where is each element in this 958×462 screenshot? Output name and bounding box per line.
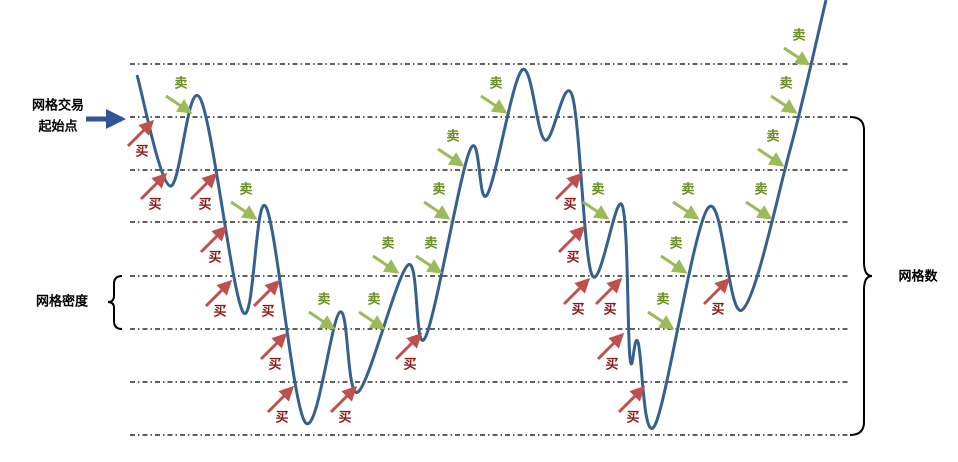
sell-arrow: [423, 200, 451, 220]
sell-label: 卖: [754, 182, 767, 198]
buy-arrow: [204, 279, 233, 308]
buy-label: 买: [711, 303, 724, 318]
sell-arrow: [372, 254, 400, 274]
sell-label: 卖: [489, 76, 502, 92]
sell-arrow: [308, 310, 336, 330]
density-brace: [107, 275, 123, 330]
buy-label: 买: [275, 411, 288, 426]
buy-label: 买: [213, 305, 226, 320]
buy-arrow: [266, 385, 295, 414]
buy-label: 买: [268, 358, 281, 373]
buy-arrow: [189, 172, 218, 201]
buy-label: 买: [261, 305, 274, 320]
sell-arrow: [415, 254, 443, 274]
buy-arrow: [259, 332, 288, 361]
buy-arrow: [126, 119, 155, 148]
sell-label: 卖: [381, 236, 394, 252]
count-label: 网格数: [898, 269, 938, 285]
sell-arrow: [165, 94, 193, 114]
sell-label: 卖: [792, 28, 805, 44]
sell-arrow: [230, 200, 258, 220]
start-label: 起始点: [37, 119, 77, 135]
sell-label: 卖: [766, 129, 779, 145]
buy-label: 买: [603, 303, 616, 318]
buy-label: 买: [626, 411, 639, 426]
buy-arrow: [139, 172, 168, 201]
density-label: 网格密度: [36, 294, 89, 310]
sell-arrow: [770, 94, 798, 114]
sell-label: 卖: [656, 292, 669, 308]
buy-label: 买: [566, 251, 579, 266]
buy-label: 买: [208, 251, 221, 266]
sell-label: 卖: [174, 76, 187, 92]
sell-label: 卖: [317, 292, 330, 308]
buy-label: 买: [403, 358, 416, 373]
buy-arrow: [702, 277, 731, 306]
buy-label: 买: [198, 198, 211, 213]
buy-arrow: [562, 277, 591, 306]
sell-label: 卖: [432, 182, 445, 198]
sell-arrow: [745, 200, 773, 220]
buy-arrow: [554, 172, 583, 201]
sell-arrow: [358, 310, 386, 330]
buy-arrow: [617, 385, 646, 414]
buy-label: 买: [338, 411, 351, 426]
start-label: 网格交易: [32, 98, 84, 114]
buy-arrow: [596, 332, 625, 361]
sell-arrow: [660, 254, 688, 274]
sell-arrow: [582, 200, 610, 220]
count-brace: [849, 116, 873, 436]
sell-arrow: [437, 147, 465, 167]
buy-label: 买: [571, 303, 584, 318]
buy-arrow: [199, 225, 228, 254]
sell-arrow: [480, 94, 508, 114]
buy-label: 买: [563, 198, 576, 213]
buy-label: 买: [148, 198, 161, 213]
sell-label: 卖: [669, 236, 682, 252]
buy-label: 买: [135, 145, 148, 160]
sell-arrow: [647, 310, 675, 330]
sell-label: 卖: [424, 236, 437, 252]
sell-label: 卖: [367, 292, 380, 308]
sell-label: 卖: [681, 182, 694, 198]
buy-arrow: [394, 332, 423, 361]
sell-arrow: [757, 147, 785, 167]
buy-arrow: [252, 279, 281, 308]
sell-label: 卖: [239, 182, 252, 198]
buy-label: 买: [605, 358, 618, 373]
sell-label: 卖: [779, 76, 792, 92]
sell-label: 卖: [591, 182, 604, 198]
price-curve: [135, 0, 828, 430]
sell-arrow: [672, 200, 700, 220]
buy-arrow: [594, 277, 623, 306]
grid-lines: [130, 63, 848, 436]
sell-arrow: [783, 46, 811, 66]
buy-arrow: [329, 385, 358, 414]
buy-arrow: [557, 225, 586, 254]
sell-label: 卖: [446, 129, 459, 145]
